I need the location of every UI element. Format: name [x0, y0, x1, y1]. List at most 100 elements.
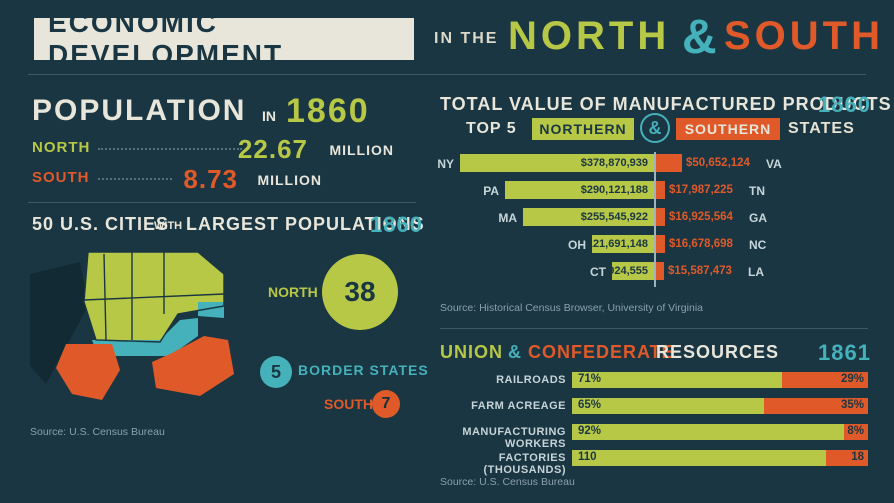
dots	[98, 148, 242, 150]
mfg-south-value: $16,678,698	[669, 238, 733, 250]
cities-border-bubble: 5	[260, 356, 292, 388]
population-south-unit: MILLION	[257, 172, 322, 188]
mfg-north-state: NY	[437, 157, 454, 171]
mfg-south-state: VA	[766, 157, 782, 171]
mfg-north-state: CT	[590, 265, 606, 279]
mfg-north-bar: $81,924,555	[612, 262, 654, 280]
mfg-north-bar: $121,691,148	[592, 235, 654, 253]
mfg-south-bar	[656, 262, 664, 280]
resources-rest: RESOURCES	[656, 342, 779, 363]
resources-union: UNION	[440, 342, 503, 363]
resources-source: Source: U.S. Census Bureau	[440, 476, 575, 488]
mfg-north-bar: $378,870,939	[460, 154, 654, 172]
resources-confed-value: 35%	[841, 399, 864, 411]
cities-border-label: BORDER STATES	[298, 362, 429, 378]
mfg-north-state: OH	[568, 238, 586, 252]
resources-amp: &	[508, 342, 521, 363]
resources-row: FACTORIES (THOUSANDS)11018	[440, 448, 868, 470]
resources-track	[572, 450, 868, 466]
resources-confed-value: 18	[851, 451, 864, 463]
resources-row: RAILROADS 71% 29%	[440, 370, 868, 392]
mfg-south-value: $17,987,225	[669, 184, 733, 196]
mfg-northern-box: NORTHERN	[532, 118, 634, 140]
mfg-north-bar: $290,121,188	[505, 181, 654, 199]
cities-north-bubble: 38	[322, 254, 398, 330]
population-north-label: NORTH	[32, 139, 90, 156]
dots	[98, 178, 172, 180]
mfg-south-bar	[656, 208, 665, 226]
header-south: SOUTH	[724, 14, 884, 59]
mfg-north-bar: $255,545,922	[523, 208, 654, 226]
mfg-row: $290,121,188 PA $17,987,225 TN	[440, 179, 868, 203]
population-south-label: SOUTH	[32, 169, 90, 186]
us-map	[28, 244, 244, 402]
population-north-unit: MILLION	[329, 142, 394, 158]
resources-track	[572, 398, 868, 414]
resources-year: 1861	[818, 340, 871, 366]
mfg-south-state: NC	[749, 238, 766, 252]
mfg-south-bar	[656, 181, 665, 199]
resources-bar-chart: RAILROADS 71% 29% FARM ACREAGE 65% 35% MANUFAC…	[440, 370, 868, 474]
header-ampersand: &	[682, 10, 717, 65]
mfg-row: $121,691,148 OH $16,678,698 NC	[440, 233, 868, 257]
resources-row-label: FACTORIES (THOUSANDS)	[440, 452, 566, 476]
population-in: IN	[262, 108, 276, 124]
mfg-bar-chart: $378,870,939 NY $50,652,124 VA $290,121,188 P…	[440, 152, 868, 287]
mfg-south-state: LA	[748, 265, 764, 279]
cities-south-bubble: 7	[372, 390, 400, 418]
resources-row: MANUFACTURING WORKERS92%8%	[440, 422, 868, 444]
resources-union-bar	[572, 424, 844, 440]
resources-union-bar	[572, 372, 782, 388]
divider	[28, 74, 866, 75]
mfg-south-state: TN	[749, 184, 765, 198]
mfg-north-state: MA	[498, 211, 517, 225]
cities-south-label: SOUTH	[324, 396, 373, 412]
mfg-source: Source: Historical Census Browser, Unive…	[440, 302, 703, 314]
resources-track	[572, 372, 868, 388]
mfg-south-value: $16,925,564	[669, 211, 733, 223]
cities-north-label: NORTH	[268, 284, 318, 300]
header-north: NORTH	[508, 14, 670, 59]
title-banner: ECONOMIC DEVELOPMENT	[34, 18, 414, 60]
resources-union-bar	[572, 450, 826, 466]
resources-confederate: CONFEDERATE	[528, 342, 675, 363]
header-in-the: IN THE	[434, 30, 498, 48]
resources-confed-value: 29%	[841, 373, 864, 385]
resources-union-value: 65%	[578, 399, 601, 411]
mfg-row: $255,545,922 MA $16,925,564 GA	[440, 206, 868, 230]
mfg-states: STATES	[788, 120, 855, 138]
population-south-value: 8.73	[183, 164, 238, 195]
population-north-value: 22.67	[238, 134, 308, 165]
divider	[28, 202, 416, 203]
population-row-south: SOUTH 8.73 MILLION	[32, 166, 400, 190]
resources-row-label: RAILROADS	[440, 374, 566, 386]
mfg-row: $81,924,555 CT $15,587,473 LA	[440, 260, 868, 284]
resources-union-value: 110	[578, 451, 597, 463]
population-row-north: NORTH 22.67 MILLION	[32, 136, 400, 160]
resources-row-label: MANUFACTURING WORKERS	[440, 426, 566, 450]
resources-confed-value: 8%	[847, 425, 864, 437]
mfg-year: 1860	[818, 92, 871, 118]
mfg-ampersand: &	[640, 113, 670, 143]
mfg-top5: TOP 5	[466, 120, 517, 138]
cities-title-1: 50 U.S. CITIES	[32, 214, 169, 235]
resources-union-value: 92%	[578, 425, 601, 437]
resources-row: FARM ACREAGE 65% 35%	[440, 396, 868, 418]
divider	[440, 328, 868, 329]
mfg-north-state: PA	[483, 184, 499, 198]
cities-source: Source: U.S. Census Bureau	[30, 426, 165, 438]
mfg-south-bar	[656, 235, 665, 253]
mfg-south-state: GA	[749, 211, 767, 225]
mfg-row: $378,870,939 NY $50,652,124 VA	[440, 152, 868, 176]
cities-year: 1860	[370, 212, 423, 238]
resources-row-label: FARM ACREAGE	[440, 400, 566, 412]
mfg-south-bar	[656, 154, 682, 172]
mfg-south-value: $15,587,473	[668, 265, 732, 277]
cities-with: WITH	[154, 220, 182, 232]
resources-union-value: 71%	[578, 373, 601, 385]
population-title: POPULATION	[32, 94, 246, 128]
resources-track	[572, 424, 868, 440]
mfg-south-value: $50,652,124	[686, 157, 750, 169]
population-year: 1860	[286, 92, 370, 131]
mfg-southern-box: SOUTHERN	[676, 118, 780, 140]
